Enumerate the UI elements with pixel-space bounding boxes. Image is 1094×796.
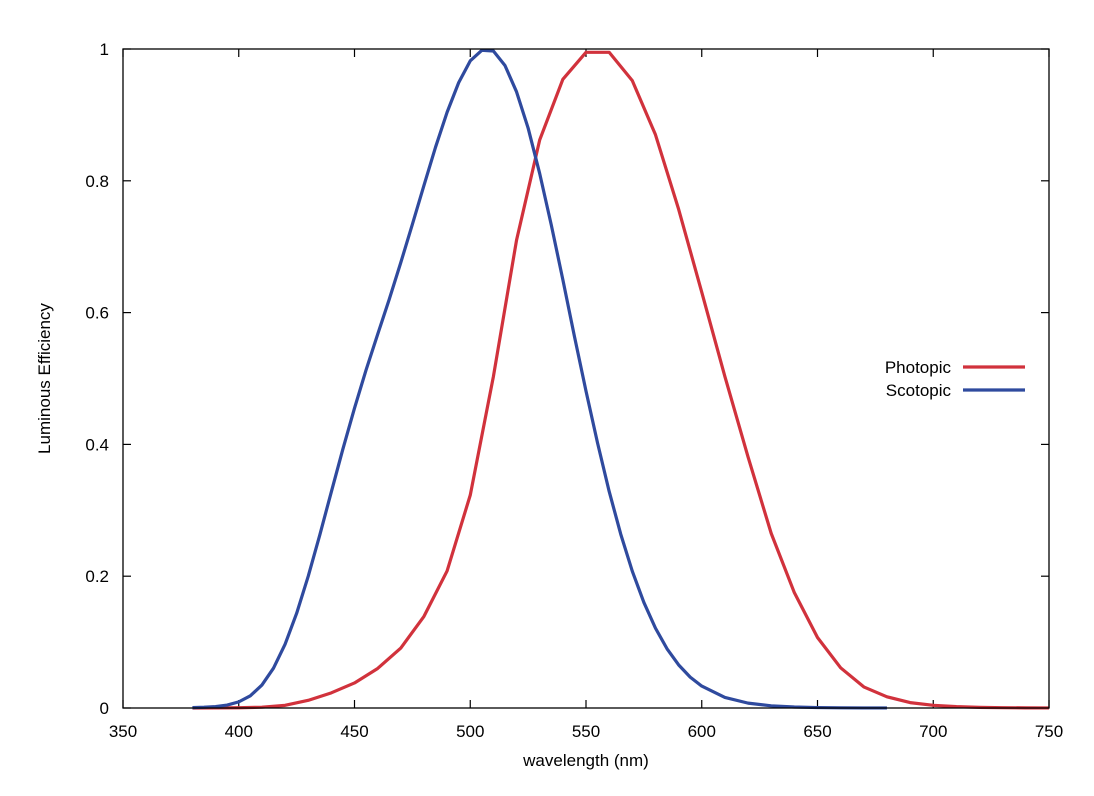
y-axis-title: Luminous Efficiency: [35, 303, 54, 454]
series-lines: [192, 48, 1050, 710]
tick-labels: 350 400 450 500 550 600 650 700 750 0 0.2 0.4 0.6 0.8…: [85, 40, 1063, 741]
legend: Photopic Scotopic: [885, 358, 1025, 400]
x-tick-label: 650: [803, 722, 831, 741]
y-tick-label: 0.6: [85, 304, 109, 323]
x-tick-label: 400: [225, 722, 253, 741]
x-tick-label: 350: [109, 722, 137, 741]
x-tick-label: 600: [688, 722, 716, 741]
x-tick-label: 750: [1035, 722, 1063, 741]
y-tick-label: 1: [100, 40, 109, 59]
legend-label-photopic: Photopic: [885, 358, 952, 377]
y-tick-label: 0.8: [85, 172, 109, 191]
series-line-photopic: [192, 50, 1050, 710]
axis-ticks: [122, 48, 1050, 709]
x-tick-label: 450: [340, 722, 368, 741]
x-tick-label: 700: [919, 722, 947, 741]
plot-frame: [122, 48, 1050, 709]
x-tick-label: 500: [456, 722, 484, 741]
y-tick-label: 0.2: [85, 567, 109, 586]
x-axis-title: wavelength (nm): [522, 751, 649, 770]
series-line-scotopic: [192, 48, 887, 710]
y-tick-label: 0.4: [85, 435, 109, 454]
legend-label-scotopic: Scotopic: [886, 381, 952, 400]
x-tick-label: 550: [572, 722, 600, 741]
y-tick-label: 0: [100, 699, 109, 718]
